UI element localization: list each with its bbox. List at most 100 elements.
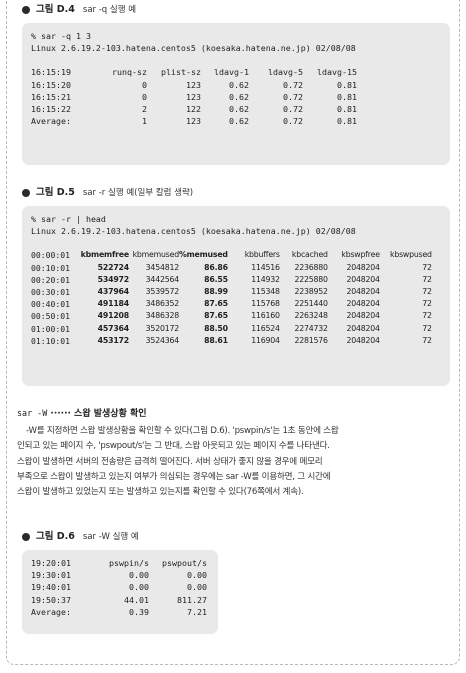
table-cell: 16:15:22: [31, 103, 71, 114]
figure-d6-box: 19:20:01 pswpin/s pswpout/s 19:30:01 0.0…: [22, 550, 218, 634]
section-heading: sar -W ······ 스왑 발생상황 확인: [17, 406, 447, 420]
table-cell: 491184: [97, 299, 130, 309]
section-command: sar -W: [17, 408, 48, 418]
table-cell: 00:40:01: [31, 299, 70, 310]
table-cell: 0.62: [229, 116, 249, 127]
table-cell: 2238952: [294, 286, 328, 296]
system-info-line: Linux 2.6.19.2-103.hatena.centos5 (koesa…: [31, 43, 356, 54]
table-cell: 2048204: [346, 299, 380, 309]
table-cell: 2274732: [294, 323, 328, 333]
table-row: 16:15:22 2 122 0.62 0.72 0.81: [31, 103, 357, 115]
table-cell: Average:: [31, 116, 71, 127]
sar-q-table: 16:15:19 runq-sz plist-sz ldavg-1 ldavg-…: [31, 66, 357, 127]
table-cell: 3539572: [145, 286, 180, 296]
sar-w-section: sar -W ······ 스왑 발생상황 확인 -W를 지정하면 스왑 발생상…: [17, 406, 447, 500]
table-cell: 2225880: [294, 274, 328, 284]
table-cell: 2251440: [294, 299, 328, 309]
bullet-icon: [22, 533, 30, 541]
table-cell: 491208: [97, 311, 130, 321]
table-cell: 114516: [251, 262, 280, 272]
table-cell: kbswpused: [390, 250, 432, 260]
table-cell: 88.50: [204, 323, 228, 333]
table-row: Average: 0.39 7.21: [31, 606, 207, 618]
table-cell: 437964: [97, 286, 130, 296]
table-cell: kbbuffers: [244, 250, 280, 260]
table-cell: 0.81: [337, 116, 357, 127]
table-cell: 0.39: [129, 606, 149, 617]
table-cell: kbmemfree: [80, 250, 130, 260]
table-header-row: 19:20:01 pswpin/s pswpout/s: [31, 557, 207, 569]
table-row: 00:50:01 491208 3486328 87.65 116160 226…: [31, 310, 432, 322]
table-cell: kbswpfree: [341, 250, 380, 260]
section-paragraph: -W를 지정하면 스왑 발생상황을 확인할 수 있다(그림 D.6). 'psw…: [17, 424, 447, 500]
table-cell: 19:20:01: [31, 558, 71, 568]
table-cell: 16:15:19: [31, 67, 71, 78]
table-cell: 2048204: [346, 262, 380, 272]
bullet-icon: [22, 189, 30, 197]
table-cell: 72: [422, 299, 432, 309]
table-cell: ldavg-5: [268, 67, 303, 78]
figure-d6-caption: sar -W 실행 예: [82, 532, 139, 542]
table-cell: 115768: [251, 299, 280, 309]
table-row: Average: 1 123 0.62 0.72 0.81: [31, 115, 357, 127]
table-cell: 3520172: [145, 323, 180, 333]
table-cell: 0.81: [337, 79, 357, 90]
table-cell: 0.62: [229, 79, 249, 90]
table-cell: 123: [186, 116, 201, 127]
table-cell: 16:15:21: [31, 91, 71, 102]
table-cell: 7.21: [187, 606, 207, 617]
table-row: 01:00:01 457364 3520172 88.50 116524 227…: [31, 323, 432, 335]
table-cell: 87.65: [204, 299, 228, 309]
table-cell: runq-sz: [112, 67, 147, 78]
table-cell: 86.86: [204, 262, 228, 272]
figure-d4-title: 그림 D.4 sar -q 실행 예: [22, 3, 450, 17]
table-cell: 19:30:01: [31, 570, 71, 581]
paragraph-line: -W를 지정하면 스왑 발생상황을 확인할 수 있다(그림 D.6). 'psw…: [26, 426, 339, 436]
table-cell: 0.72: [283, 79, 303, 90]
table-row: 00:10:01 522724 3454812 86.86 114516 223…: [31, 262, 432, 274]
table-cell: 0: [142, 79, 147, 90]
table-row: 00:30:01 437964 3539572 88.99 115348 223…: [31, 286, 432, 298]
section-dots: ······: [47, 409, 75, 419]
table-cell: 457364: [97, 323, 130, 333]
table-cell: kbmemused: [132, 250, 180, 260]
table-cell: 811.27: [177, 594, 207, 605]
table-cell: 19:40:01: [31, 582, 71, 593]
table-cell: 3486352: [145, 299, 180, 309]
figure-d5-label: 그림 D.5: [36, 187, 75, 198]
table-cell: 0.81: [337, 91, 357, 102]
page-frame: [6, 0, 460, 665]
figure-d4: 그림 D.4 sar -q 실행 예 % sar -q 1 3 Linux 2.…: [22, 3, 450, 165]
table-cell: 72: [422, 286, 432, 296]
table-cell: pswpin/s: [109, 558, 149, 568]
table-cell: 115348: [251, 286, 280, 296]
table-cell: pswpout/s: [162, 558, 207, 568]
table-cell: 01:10:01: [31, 335, 70, 346]
table-row: 00:40:01 491184 3486352 87.65 115768 225…: [31, 298, 432, 310]
table-cell: 116904: [251, 335, 280, 345]
table-cell: 123: [186, 91, 201, 102]
command-line: % sar -r | head: [31, 214, 106, 224]
table-cell: 2048204: [346, 311, 380, 321]
figure-d6-label: 그림 D.6: [36, 531, 75, 542]
table-cell: 0.72: [283, 91, 303, 102]
figure-d6: 그림 D.6 sar -W 실행 예 19:20:01 pswpin/s psw…: [22, 530, 218, 634]
table-header-row: 16:15:19 runq-sz plist-sz ldavg-1 ldavg-…: [31, 66, 357, 78]
figure-d5-title: 그림 D.5 sar -r 실행 예(일부 칼럼 생략): [22, 186, 450, 200]
table-cell: 87.65: [204, 311, 228, 321]
table-cell: 16:15:20: [31, 79, 71, 90]
table-cell: 2236880: [294, 262, 328, 272]
paragraph-line: 스왑이 발생하고 있었는지 또는 발생하고 있는지를 확인할 수 있다(76쪽에…: [17, 487, 304, 498]
table-cell: 0.00: [187, 582, 207, 593]
table-cell: 0: [142, 91, 147, 102]
table-cell: ldavg-1: [214, 67, 249, 78]
table-cell: 2048204: [346, 286, 380, 296]
table-cell: 0.72: [283, 103, 303, 114]
table-cell: 72: [422, 262, 432, 272]
table-cell: 00:50:01: [31, 311, 70, 322]
table-cell: 88.99: [204, 286, 228, 296]
table-cell: ldavg-15: [317, 67, 357, 78]
figure-d6-title: 그림 D.6 sar -W 실행 예: [22, 530, 218, 544]
table-cell: 123: [186, 79, 201, 90]
bullet-icon: [22, 6, 30, 14]
